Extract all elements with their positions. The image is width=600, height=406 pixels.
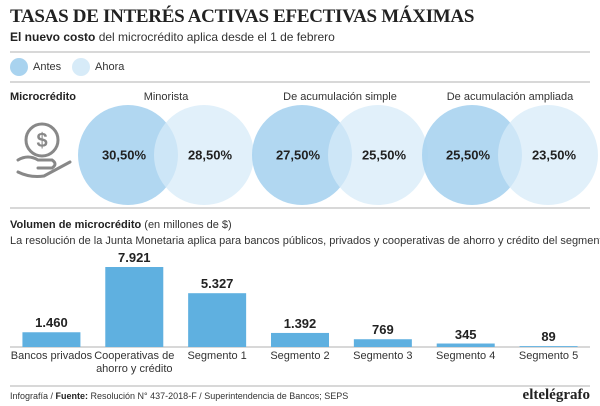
- group-name: Minorista: [143, 91, 189, 103]
- category-label: Segmento 1: [187, 350, 247, 362]
- footer-source: Infografía / Fuente: Resolución N° 437-2…: [10, 391, 348, 401]
- volume-title-bold: Volumen de microcrédito: [10, 219, 142, 231]
- bar: [271, 332, 329, 347]
- ahora-rate: 25,50%: [361, 147, 407, 163]
- money-hand-icon: $: [16, 122, 72, 178]
- legend-label: Ahora: [95, 61, 125, 73]
- value-label: 345: [454, 326, 477, 342]
- group-name: De acumulación ampliada: [446, 91, 574, 103]
- bar: [22, 332, 81, 347]
- bar: [188, 293, 247, 347]
- footer-bold: Fuente:: [55, 391, 89, 401]
- value-label: 1.460: [35, 315, 68, 331]
- category-label: Segmento 4: [436, 350, 496, 362]
- category-label: Cooperativas de ahorro y crédito: [94, 350, 175, 375]
- volume-note: La resolución de la Junta Monetaria apli…: [10, 235, 600, 247]
- antes-circle: [252, 105, 352, 205]
- bar: [436, 343, 495, 347]
- value-label: 7.921: [118, 250, 151, 265]
- value-label: 1.392: [283, 315, 317, 331]
- value-label: 769: [371, 322, 394, 338]
- ahora-circle: [498, 105, 598, 205]
- value-label: 5.327: [200, 276, 234, 292]
- subtitle: El nuevo costo del microcrédito aplica d…: [10, 30, 335, 44]
- legend-swatch: [72, 58, 90, 76]
- category-label: Segmento 3: [353, 350, 413, 362]
- volume-unit: (en millones de $): [141, 219, 232, 231]
- bar: [519, 346, 578, 347]
- category-label: Bancos privados: [10, 350, 93, 362]
- footer-text: Resolución N° 437-2018-F / Superintenden…: [88, 391, 349, 401]
- antes-rate: 27,50%: [275, 147, 321, 163]
- antes-rate: 30,50%: [101, 147, 147, 163]
- category-label: Segmento 2: [270, 350, 330, 362]
- category-label: Segmento 5: [518, 350, 579, 362]
- ahora-rate: 28,50%: [187, 147, 233, 163]
- logo: eltelégrafo: [522, 387, 590, 403]
- value-label: 89: [541, 329, 556, 345]
- ahora-rate: 23,50%: [531, 147, 577, 163]
- legend-label: Antes: [33, 61, 62, 73]
- title: TASAS DE INTERÉS ACTIVAS EFECTIVAS MÁXIM…: [10, 6, 475, 27]
- bar: [105, 267, 164, 347]
- rates-label: Microcrédito: [10, 91, 77, 103]
- antes-rate: 25,50%: [445, 147, 491, 163]
- ahora-circle: [154, 105, 254, 205]
- group-name: De acumulación simple: [283, 91, 397, 103]
- subtitle-text: del microcrédito aplica desde el 1 de fe…: [95, 30, 335, 44]
- legend-swatch: [10, 58, 28, 76]
- volume-title: Volumen de microcrédito (en millones de …: [10, 219, 232, 231]
- ahora-circle: [328, 105, 428, 205]
- antes-circle: [78, 105, 178, 205]
- antes-circle: [422, 105, 522, 205]
- subtitle-bold: El nuevo costo: [10, 30, 96, 44]
- svg-text:$: $: [36, 130, 47, 152]
- bar: [353, 339, 412, 347]
- footer-prefix: Infografía /: [10, 391, 56, 401]
